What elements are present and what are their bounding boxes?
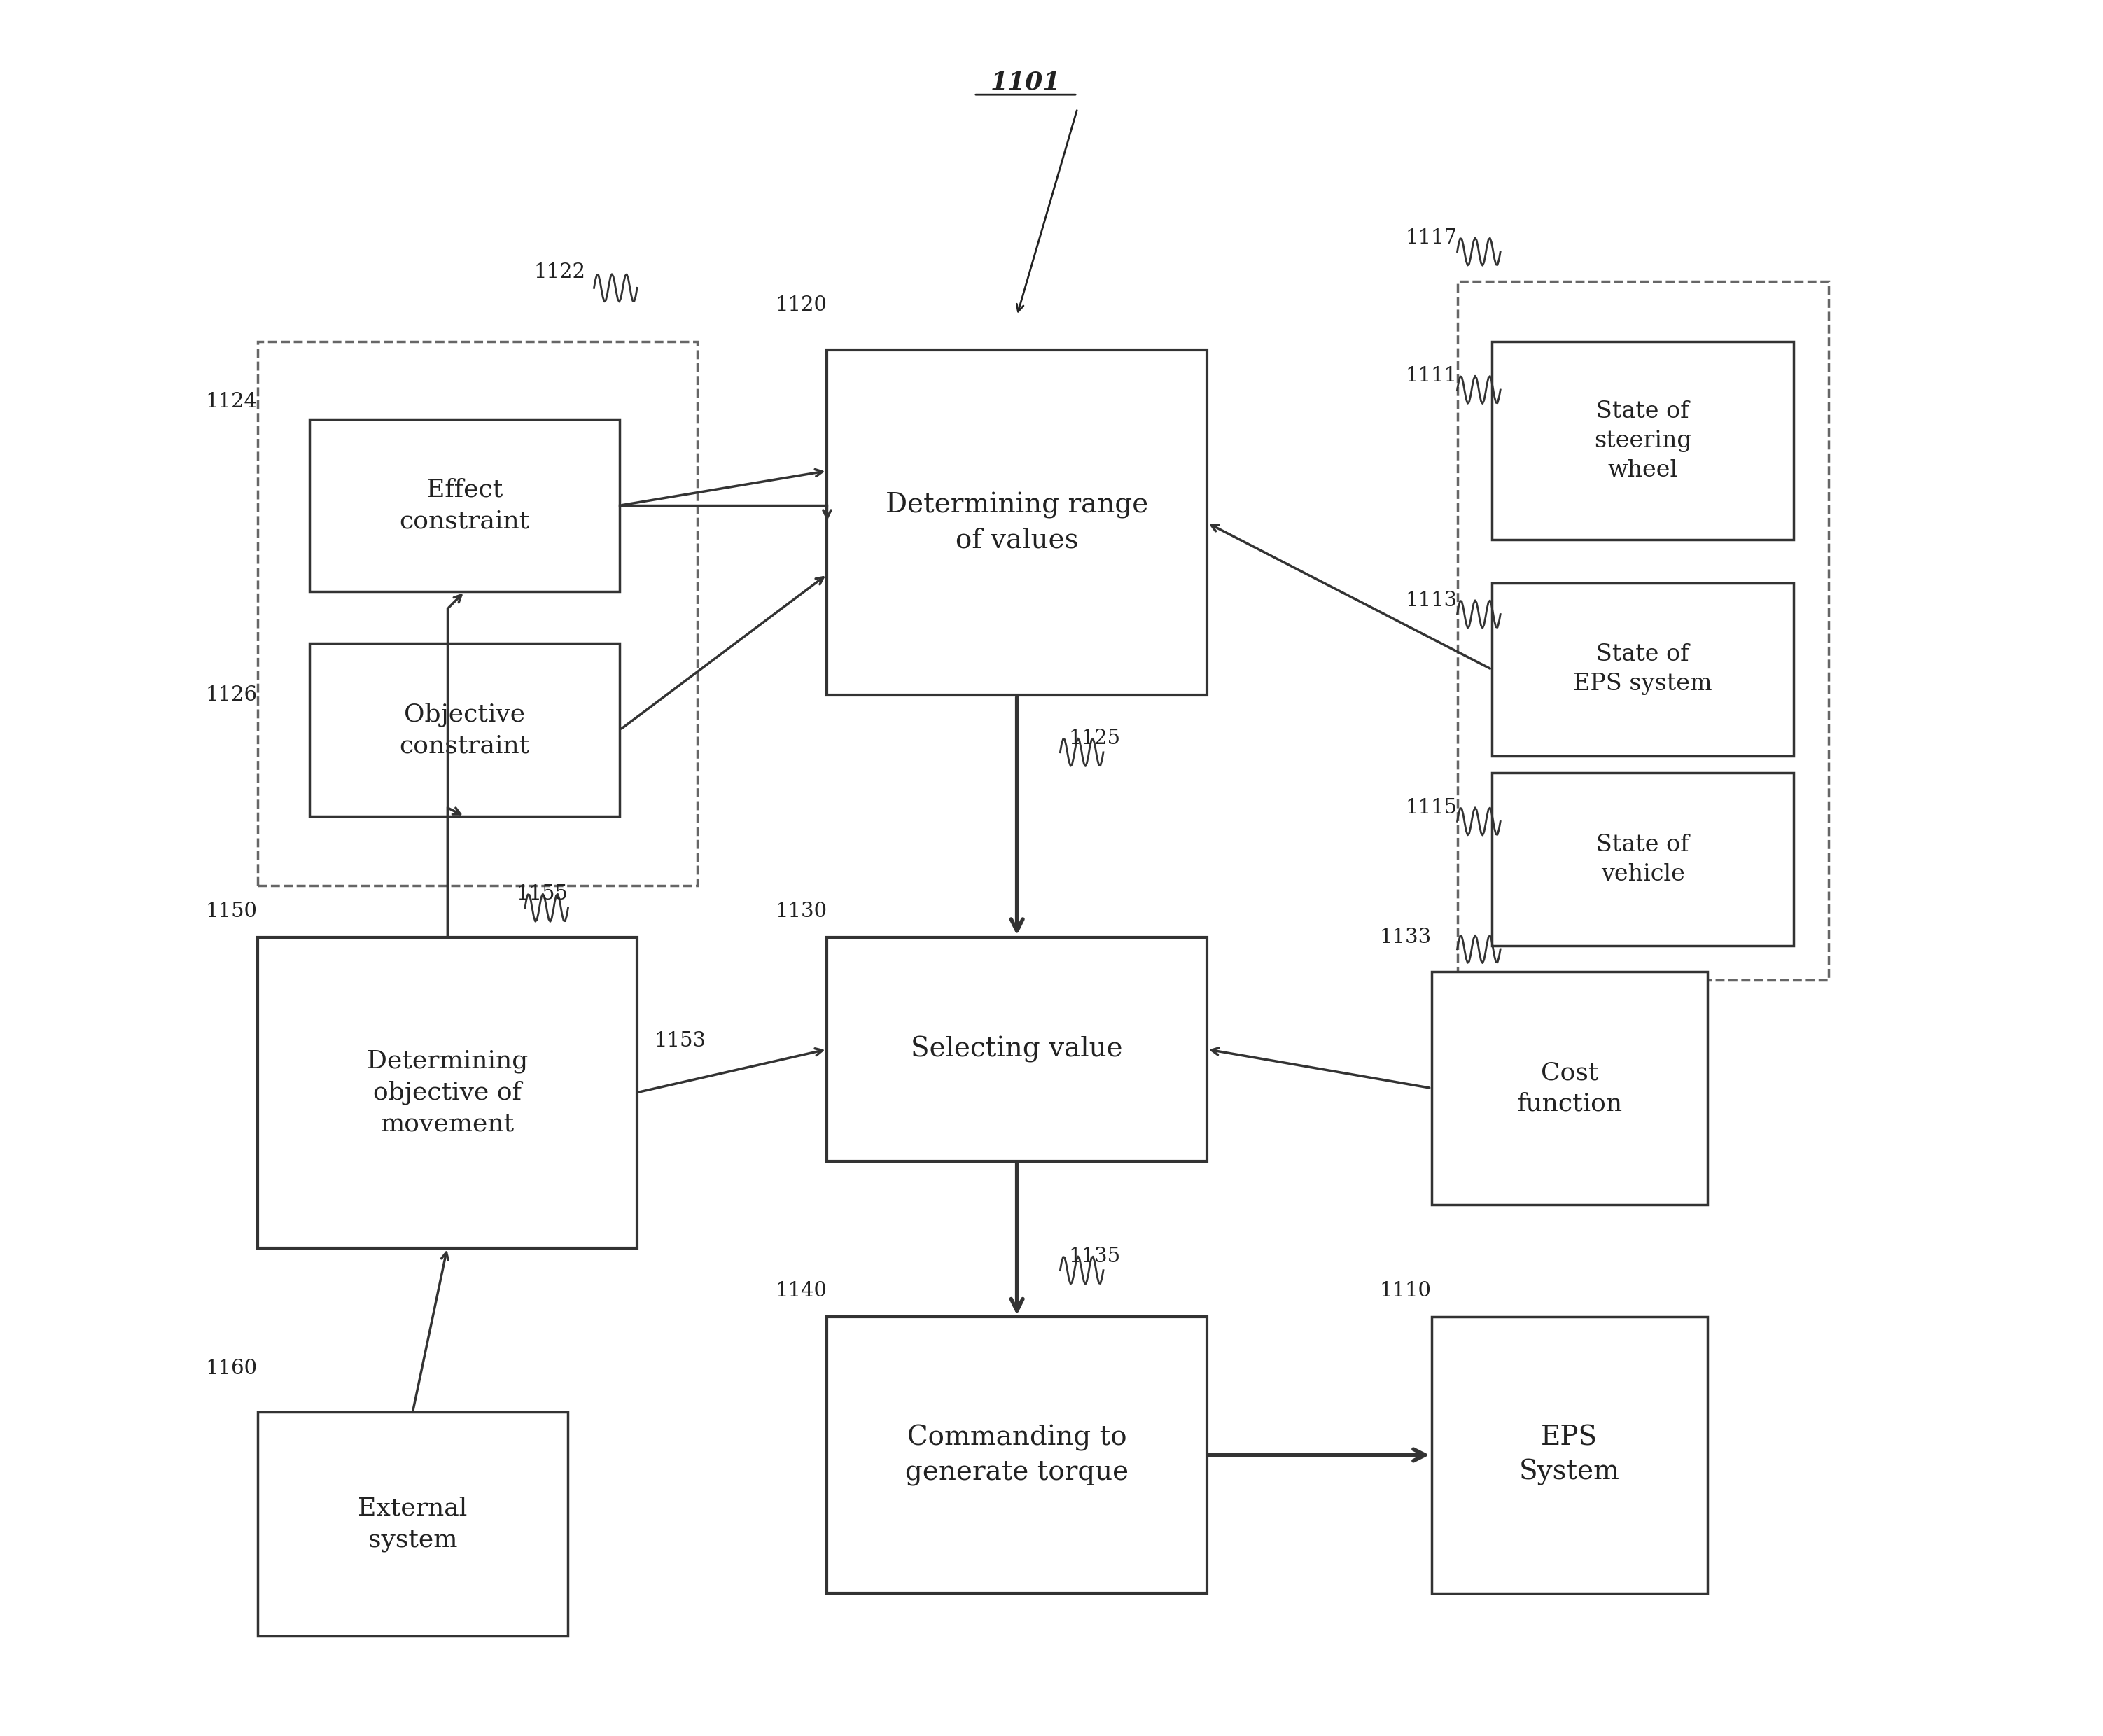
Text: 1101: 1101 (991, 71, 1060, 94)
Text: 1153: 1153 (654, 1031, 707, 1050)
Text: 1160: 1160 (206, 1359, 257, 1378)
Text: State of
EPS system: State of EPS system (1573, 644, 1712, 696)
Text: 1115: 1115 (1405, 799, 1457, 818)
Text: 1135: 1135 (1068, 1246, 1121, 1266)
Text: Determining range
of values: Determining range of values (885, 493, 1148, 554)
FancyBboxPatch shape (826, 351, 1207, 696)
Text: 1133: 1133 (1380, 927, 1432, 946)
Text: Selecting value: Selecting value (911, 1036, 1123, 1062)
Text: 1113: 1113 (1405, 590, 1457, 611)
FancyBboxPatch shape (1491, 773, 1794, 946)
Text: EPS
System: EPS System (1518, 1425, 1619, 1486)
FancyBboxPatch shape (309, 418, 620, 592)
Text: 1124: 1124 (206, 392, 257, 411)
Text: 1130: 1130 (776, 901, 826, 922)
FancyBboxPatch shape (1491, 583, 1794, 755)
Text: Determining
objective of
movement: Determining objective of movement (366, 1049, 528, 1135)
Text: Cost
function: Cost function (1516, 1061, 1621, 1116)
Text: 1140: 1140 (776, 1281, 826, 1300)
Text: 1150: 1150 (206, 901, 257, 922)
Text: Effect
constraint: Effect constraint (400, 477, 530, 533)
Text: 1117: 1117 (1405, 227, 1457, 248)
FancyBboxPatch shape (257, 937, 637, 1248)
Text: 1111: 1111 (1405, 366, 1457, 385)
FancyBboxPatch shape (1432, 1318, 1708, 1594)
Text: Commanding to
generate torque: Commanding to generate torque (904, 1425, 1129, 1486)
Text: 1125: 1125 (1068, 729, 1121, 748)
Text: 1155: 1155 (517, 884, 568, 904)
Text: 1110: 1110 (1380, 1281, 1432, 1300)
FancyBboxPatch shape (257, 1411, 568, 1637)
FancyBboxPatch shape (309, 644, 620, 816)
Text: State of
steering
wheel: State of steering wheel (1594, 399, 1691, 481)
Text: 1126: 1126 (206, 686, 257, 705)
FancyBboxPatch shape (826, 937, 1207, 1161)
Text: State of
vehicle: State of vehicle (1596, 833, 1689, 885)
Text: Objective
constraint: Objective constraint (400, 701, 530, 757)
Text: 1122: 1122 (534, 262, 585, 283)
Text: 1120: 1120 (776, 295, 826, 314)
FancyBboxPatch shape (826, 1318, 1207, 1594)
Text: External
system: External system (358, 1496, 467, 1552)
FancyBboxPatch shape (1491, 342, 1794, 540)
FancyBboxPatch shape (1432, 972, 1708, 1205)
